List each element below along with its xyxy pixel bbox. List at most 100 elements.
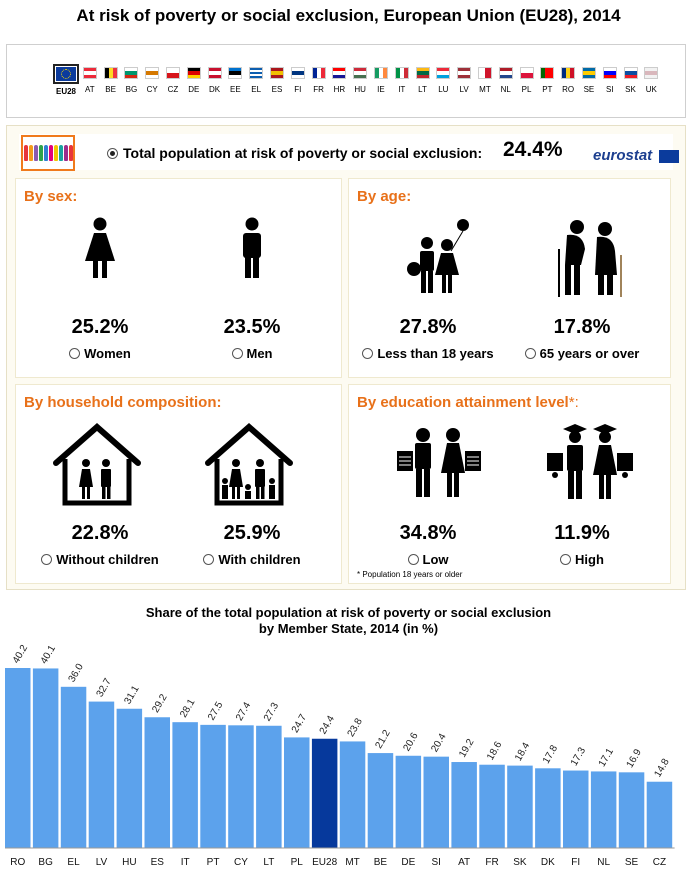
elderly-icon: [558, 220, 622, 297]
bar-lt[interactable]: [256, 725, 282, 848]
flag-si[interactable]: SI: [600, 67, 620, 96]
flag-sk-icon: [623, 67, 638, 79]
bar-at[interactable]: [451, 762, 477, 848]
flag-dk[interactable]: DK: [205, 67, 225, 96]
radio-high-icon[interactable]: [560, 554, 572, 565]
option-women[interactable]: 25.2% Women: [25, 316, 175, 361]
flag-bg[interactable]: BG: [121, 67, 141, 96]
flag-code-label: SE: [583, 85, 595, 94]
over-65-value: 17.8%: [553, 316, 611, 338]
flag-nl-icon: [498, 67, 513, 79]
house-with-children-icon: [205, 423, 293, 506]
option-low-education[interactable]: 34.8% Low: [353, 522, 503, 567]
bar-el[interactable]: [60, 686, 87, 848]
flag-at[interactable]: AT: [80, 67, 100, 96]
option-under-18[interactable]: 27.8% Less than 18 years: [353, 316, 503, 361]
bar-eu28[interactable]: [311, 738, 338, 848]
flag-eu28-icon: [53, 64, 79, 84]
bar-cz[interactable]: [646, 781, 673, 848]
category-label-cz: CZ: [653, 857, 666, 868]
bar-dk[interactable]: [535, 768, 561, 848]
bar-fr[interactable]: [479, 764, 505, 848]
flag-hr[interactable]: HR: [329, 67, 349, 96]
bar-pt[interactable]: [200, 724, 226, 848]
category-label-lv: LV: [96, 857, 108, 868]
bar-lv[interactable]: [88, 701, 115, 848]
bar-sk[interactable]: [507, 765, 533, 848]
option-with-children[interactable]: 25.9% With children: [177, 522, 327, 567]
flag-lt[interactable]: LT: [413, 67, 433, 96]
flag-de[interactable]: DE: [184, 67, 204, 96]
value-label-pl: 24.7: [290, 712, 309, 735]
radio-under-18-icon[interactable]: [362, 348, 374, 359]
flag-it[interactable]: IT: [392, 67, 412, 96]
flag-sk[interactable]: SK: [621, 67, 641, 96]
flag-mt[interactable]: MT: [475, 67, 495, 96]
women-label: Women: [84, 346, 131, 361]
flag-ro[interactable]: RO: [558, 67, 578, 96]
population-icon[interactable]: [21, 135, 75, 171]
flag-be[interactable]: BE: [101, 67, 121, 96]
bar-cy[interactable]: [228, 725, 254, 848]
bar-se[interactable]: [618, 772, 645, 848]
option-65-over[interactable]: 17.8% 65 years or over: [507, 316, 657, 361]
value-label-si: 20.4: [429, 731, 448, 754]
flag-uk[interactable]: UK: [641, 67, 661, 96]
radio-men-icon[interactable]: [231, 348, 243, 359]
radio-low-icon[interactable]: [407, 554, 419, 565]
radio-without-children-icon[interactable]: [41, 554, 53, 565]
radio-women-icon[interactable]: [69, 348, 81, 359]
panel-heading-education: By education attainment level*:: [357, 394, 579, 411]
radio-total-icon[interactable]: [107, 148, 118, 159]
flag-es[interactable]: ES: [267, 67, 287, 96]
value-label-lt: 27.3: [262, 701, 281, 724]
bar-it[interactable]: [172, 722, 198, 848]
flag-pt[interactable]: PT: [537, 67, 557, 96]
bar-fi[interactable]: [563, 770, 589, 848]
flag-ie[interactable]: IE: [371, 67, 391, 96]
flag-cy[interactable]: CY: [142, 67, 162, 96]
option-men[interactable]: 23.5% Men: [177, 316, 327, 361]
flag-lv[interactable]: LV: [454, 67, 474, 96]
education-heading-mark: *:: [568, 394, 579, 411]
flag-dk-icon: [207, 67, 222, 79]
flag-pl[interactable]: PL: [517, 67, 537, 96]
flag-nl[interactable]: NL: [496, 67, 516, 96]
category-label-de: DE: [401, 857, 415, 868]
flag-ee-icon: [228, 67, 243, 79]
flag-se-icon: [581, 67, 596, 79]
flag-cz[interactable]: CZ: [163, 67, 183, 96]
flag-fr[interactable]: FR: [309, 67, 329, 96]
man-icon: [243, 217, 261, 278]
bar-de[interactable]: [395, 755, 422, 848]
flag-fi[interactable]: FI: [288, 67, 308, 96]
flag-hu[interactable]: HU: [350, 67, 370, 96]
bar-ro[interactable]: [5, 668, 31, 848]
option-without-children[interactable]: 22.8% Without children: [25, 522, 175, 567]
flag-el[interactable]: EL: [246, 67, 266, 96]
bar-es[interactable]: [144, 717, 171, 848]
radio-with-children-icon[interactable]: [203, 554, 215, 565]
flag-se[interactable]: SE: [579, 67, 599, 96]
flag-code-label: IT: [398, 85, 406, 94]
radio-65-over-icon[interactable]: [524, 348, 536, 359]
flag-it-icon: [394, 67, 409, 79]
option-high-education[interactable]: 11.9% High: [507, 522, 657, 567]
total-option[interactable]: Total population at risk of poverty or s…: [107, 145, 482, 161]
bar-hu[interactable]: [116, 708, 143, 848]
flag-si-icon: [602, 67, 617, 79]
bar-si[interactable]: [423, 756, 450, 848]
flag-code-label: CY: [146, 85, 158, 94]
bar-bg[interactable]: [32, 668, 59, 848]
category-label-bg: BG: [38, 857, 53, 868]
bar-be[interactable]: [367, 753, 394, 848]
flag-el-icon: [249, 67, 264, 79]
flag-lu[interactable]: LU: [433, 67, 453, 96]
flag-eu28[interactable]: EU28: [53, 64, 79, 96]
bar-pl[interactable]: [284, 737, 310, 848]
bar-nl[interactable]: [590, 771, 617, 848]
flag-ee[interactable]: EE: [225, 67, 245, 96]
bar-mt[interactable]: [339, 741, 366, 848]
member-state-bar-chart: 40.2 RO 40.1 BG 36.0 EL 32.7 LV 31.1 HU 29.2 ES 28.1…: [5, 643, 675, 868]
flag-code-label: LT: [418, 85, 427, 94]
